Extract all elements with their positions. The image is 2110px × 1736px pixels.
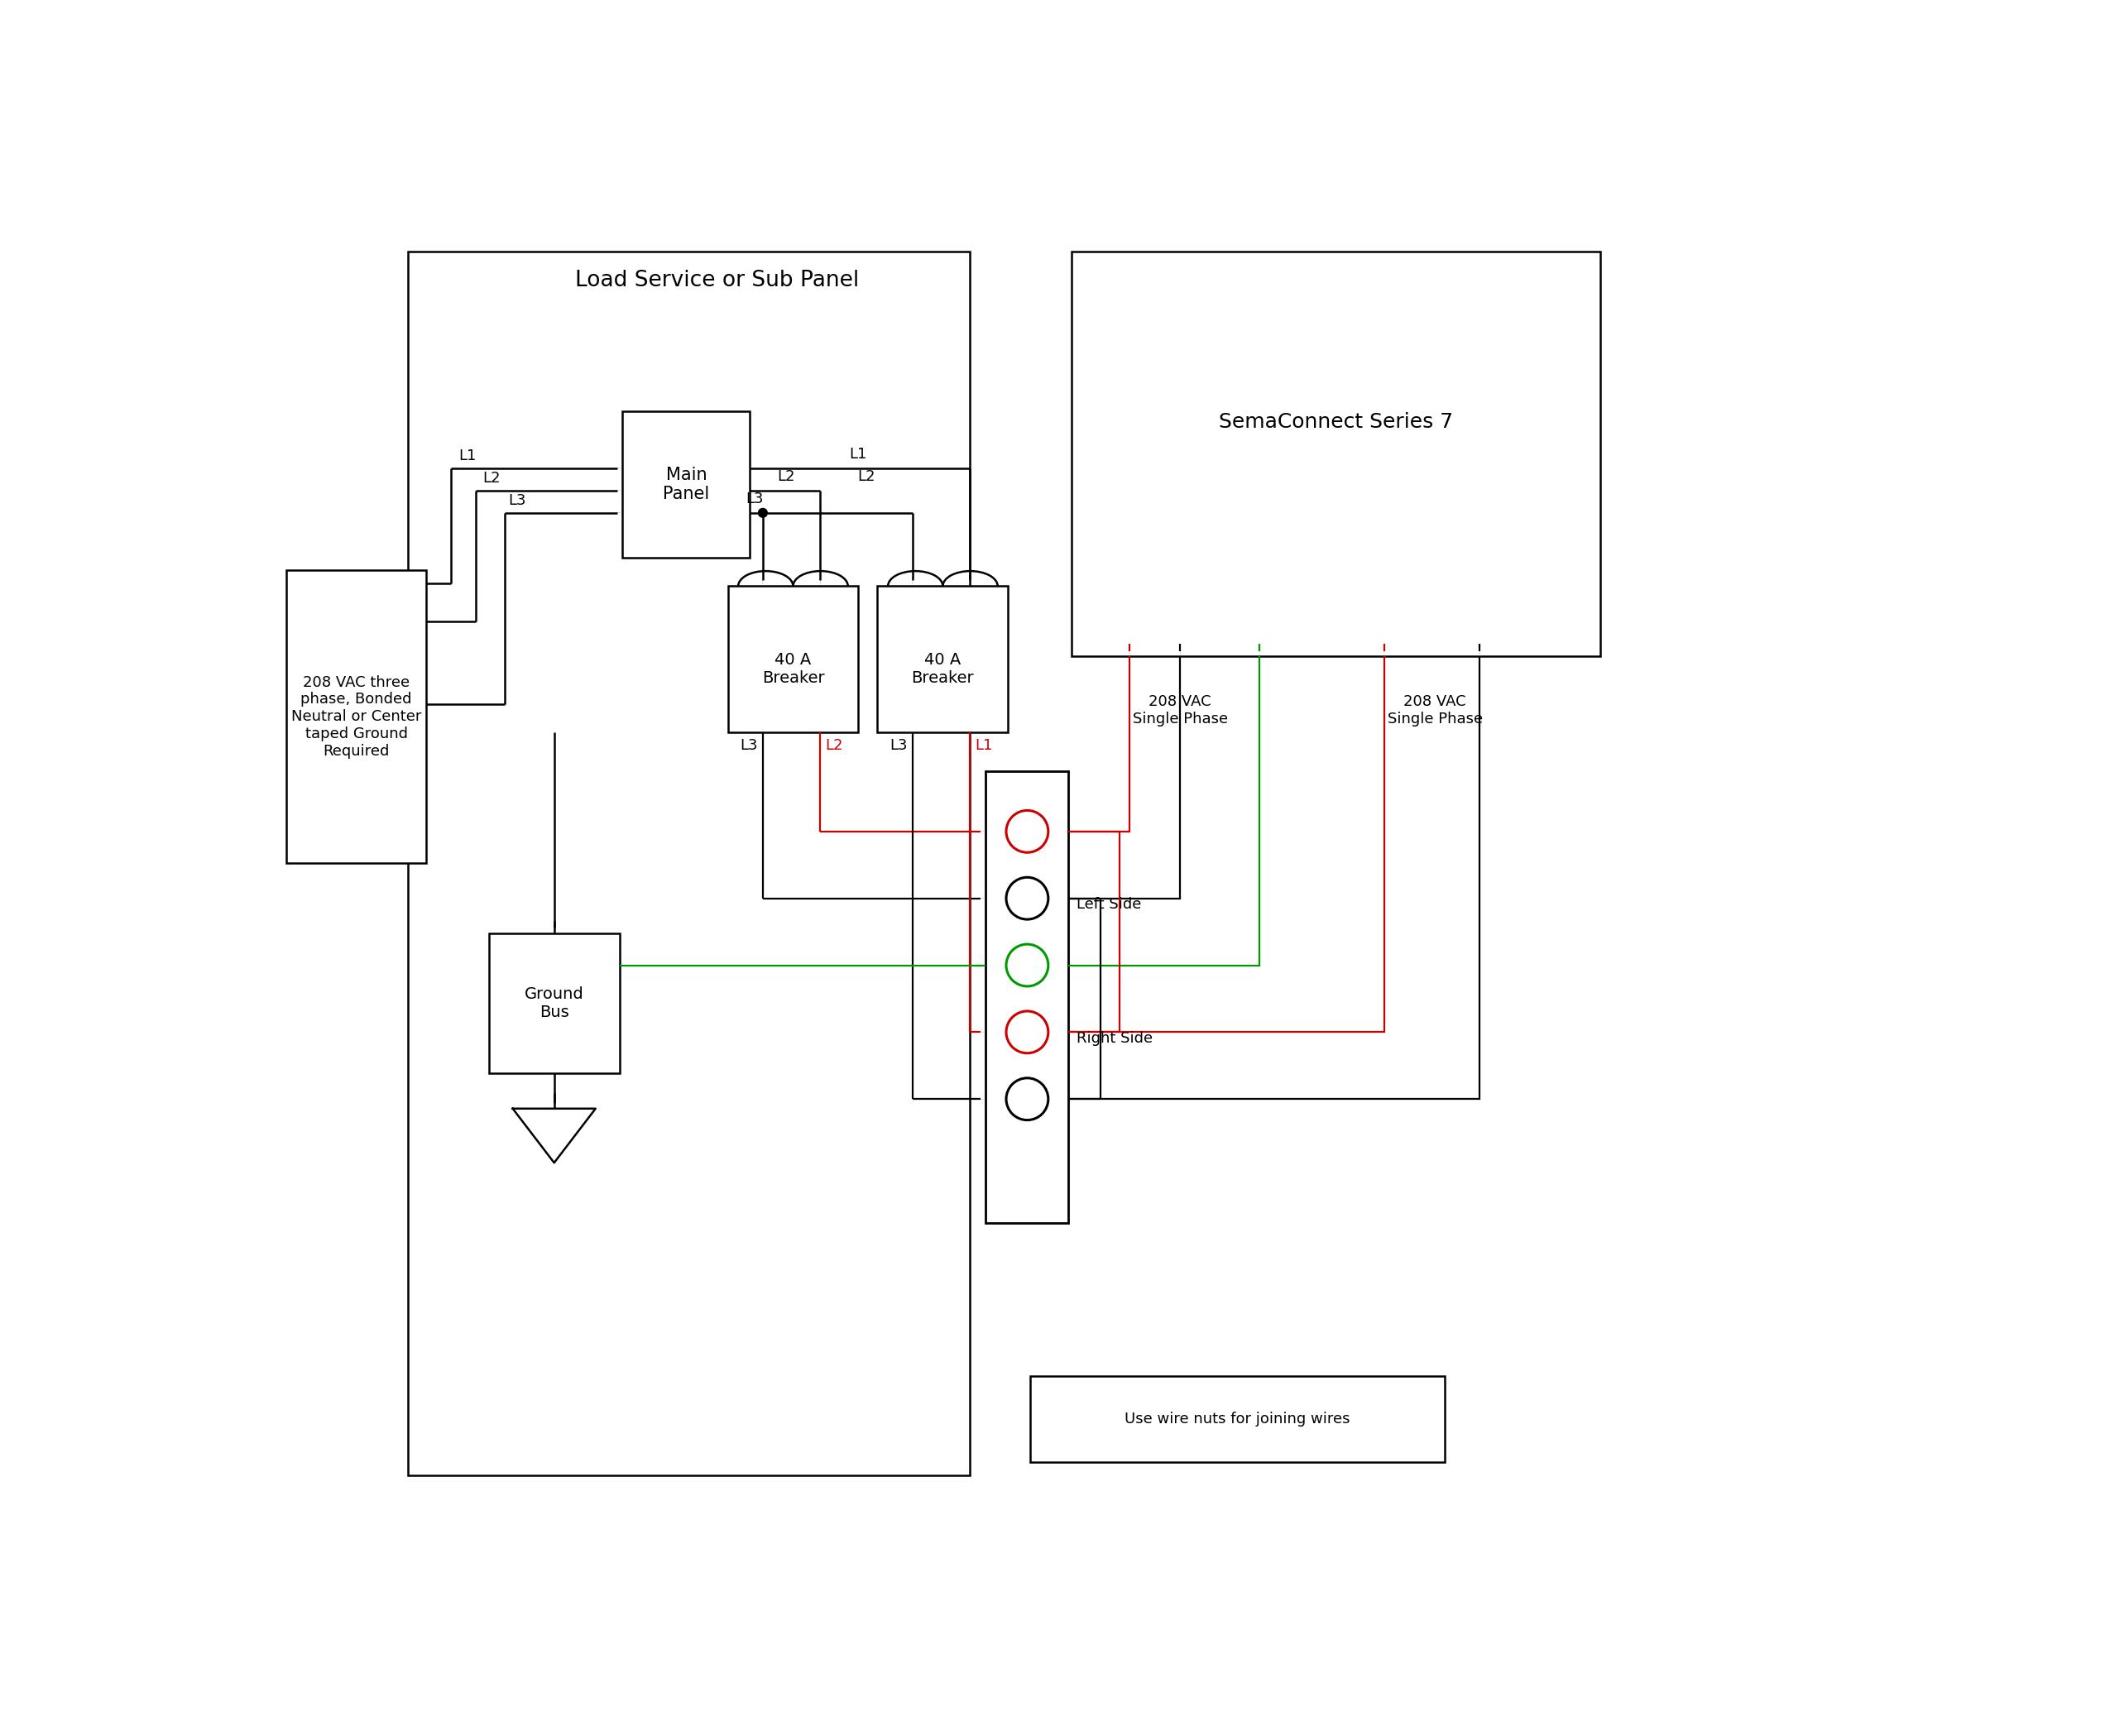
Text: L2: L2: [859, 469, 876, 484]
Text: Load Service or Sub Panel: Load Service or Sub Panel: [576, 269, 859, 292]
Bar: [622, 411, 749, 557]
Text: Main
Panel: Main Panel: [663, 467, 709, 502]
Bar: [1030, 1377, 1445, 1462]
Text: Right Side: Right Side: [1076, 1031, 1152, 1047]
Bar: [878, 587, 1009, 733]
Bar: [985, 771, 1068, 1224]
Text: L2: L2: [483, 470, 500, 486]
Text: L1: L1: [458, 448, 477, 464]
Text: 208 VAC three
phase, Bonded
Neutral or Center
taped Ground
Required: 208 VAC three phase, Bonded Neutral or C…: [291, 675, 422, 759]
Text: L1: L1: [975, 738, 992, 753]
Text: L3: L3: [890, 738, 907, 753]
Text: Ground
Bus: Ground Bus: [525, 986, 584, 1021]
Text: SemaConnect Series 7: SemaConnect Series 7: [1220, 411, 1454, 432]
Text: L3: L3: [745, 491, 764, 507]
Text: L1: L1: [850, 446, 867, 462]
Text: L3: L3: [741, 738, 757, 753]
Text: L2: L2: [776, 469, 795, 484]
Text: 40 A
Breaker: 40 A Breaker: [912, 653, 975, 686]
Bar: [287, 569, 426, 863]
Text: Use wire nuts for joining wires: Use wire nuts for joining wires: [1125, 1411, 1350, 1427]
Text: Left Side: Left Side: [1076, 898, 1142, 911]
Bar: [728, 587, 859, 733]
Circle shape: [757, 509, 768, 517]
Text: 208 VAC
Single Phase: 208 VAC Single Phase: [1133, 694, 1228, 726]
Text: 208 VAC
Single Phase: 208 VAC Single Phase: [1388, 694, 1483, 726]
Bar: [1072, 252, 1601, 656]
Text: 40 A
Breaker: 40 A Breaker: [762, 653, 825, 686]
Bar: [407, 252, 971, 1476]
Bar: [490, 934, 620, 1073]
Text: L2: L2: [825, 738, 844, 753]
Text: L3: L3: [509, 493, 525, 507]
